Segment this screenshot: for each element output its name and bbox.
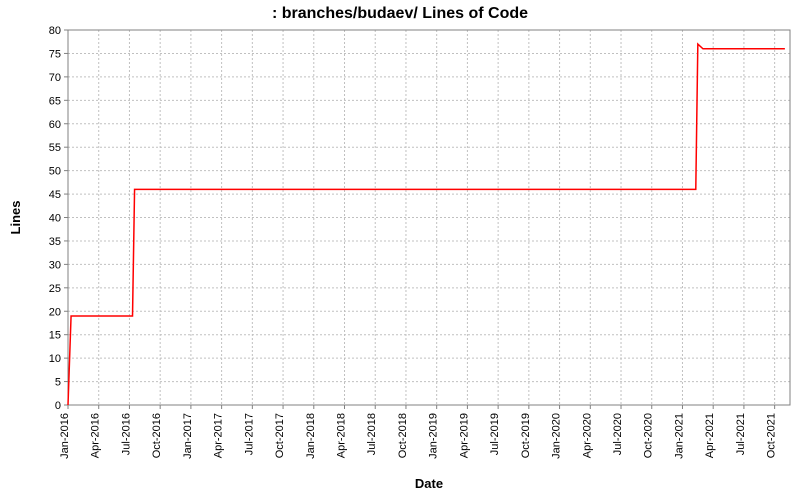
y-tick-label: 75 [49,48,61,60]
x-tick-label: Jul-2021 [735,413,747,455]
x-tick-label: Jan-2020 [551,413,563,459]
x-tick-label: Oct-2018 [397,413,409,458]
y-tick-label: 65 [49,95,61,107]
y-tick-label: 20 [49,306,61,318]
x-tick-label: Jan-2021 [673,413,685,459]
y-tick-label: 70 [49,72,61,84]
x-tick-label: Jul-2016 [120,413,132,455]
x-tick-label: Jul-2018 [366,413,378,455]
x-axis-label: Date [415,476,443,491]
y-tick-label: 80 [49,25,61,37]
x-tick-label: Jan-2019 [428,413,440,459]
x-tick-label: Jul-2019 [489,413,501,455]
x-tick-label: Apr-2020 [581,413,593,458]
y-tick-label: 45 [49,189,61,201]
y-tick-label: 35 [49,236,61,248]
chart-title: : branches/budaev/ Lines of Code [272,5,528,22]
x-tick-label: Jul-2017 [243,413,255,455]
y-tick-label: 60 [49,119,61,131]
x-tick-label: Oct-2020 [643,413,655,458]
x-tick-label: Oct-2017 [274,413,286,458]
y-tick-label: 55 [49,142,61,154]
x-tick-label: Apr-2018 [336,413,348,458]
x-tick-label: Oct-2021 [766,413,778,458]
x-tick-label: Jan-2016 [59,413,71,459]
y-tick-label: 10 [49,353,61,365]
x-tick-label: Oct-2016 [151,413,163,458]
loc-chart: : branches/budaev/ Lines of Code 0 5 10 15 20… [0,0,800,500]
x-tick-label: Jan-2017 [182,413,194,459]
y-tick-label: 15 [49,330,61,342]
y-tick-label: 40 [49,213,61,225]
x-tick-label: Apr-2016 [90,413,102,458]
y-tick-label: 30 [49,259,61,271]
y-tick-label: 5 [55,377,61,389]
y-tick-label: 25 [49,283,61,295]
x-tick-label: Apr-2021 [704,413,716,458]
y-tick-label: 0 [55,400,61,412]
y-tick-label: 50 [49,166,61,178]
chart-svg: : branches/budaev/ Lines of Code 0 5 10 15 20… [0,0,800,500]
y-axis-label: Lines [8,201,23,235]
x-tick-label: Apr-2017 [213,413,225,458]
x-tick-label: Apr-2019 [458,413,470,458]
x-tick-label: Jul-2020 [612,413,624,455]
x-tick-label: Oct-2019 [520,413,532,458]
x-tick-label: Jan-2018 [305,413,317,459]
